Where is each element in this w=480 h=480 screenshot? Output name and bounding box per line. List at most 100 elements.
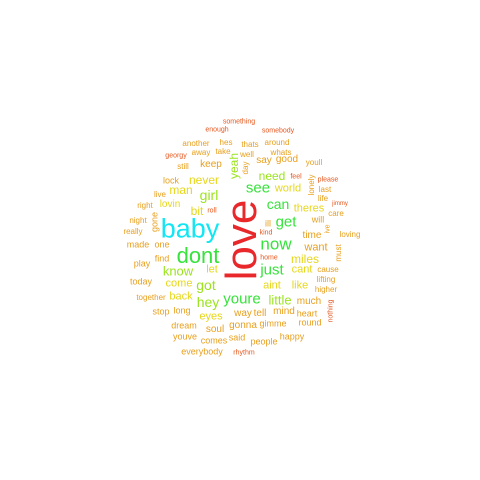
word-find: find [154, 253, 170, 264]
word-nothing: nothing [327, 299, 335, 323]
word-let: let [206, 263, 218, 276]
word-made: made [126, 239, 150, 250]
word-come: come [165, 277, 193, 290]
word-kind: kind [259, 229, 273, 237]
word-rhythm: rhythm [233, 349, 255, 357]
word-miles: miles [290, 252, 320, 266]
word-get: get [275, 213, 297, 231]
word-bit: bit [190, 204, 204, 218]
word-lifting: lifting [316, 275, 336, 284]
word-got: got [196, 277, 216, 293]
word-ill: ill [265, 218, 271, 229]
word-must: must [334, 244, 343, 262]
word-said: said [228, 332, 246, 343]
word-day: day [241, 161, 250, 175]
word-lock: lock [162, 175, 180, 186]
word-higher: higher [314, 285, 338, 294]
word-enough: enough [205, 126, 229, 134]
word-somebody: somebody [261, 127, 295, 135]
word-thats: thats [241, 140, 259, 149]
word-theres: theres [293, 202, 325, 215]
word-cant: cant [291, 263, 313, 276]
word-girl: girl [199, 187, 219, 203]
word-one: one [154, 239, 170, 250]
word-back: back [169, 290, 193, 303]
word-yeah: yeah [227, 152, 241, 180]
word-everybody: everybody [181, 346, 223, 357]
word-gimme: gimme [259, 318, 287, 329]
word-hes: hes [219, 138, 233, 147]
word-aint: aint [263, 279, 281, 292]
word-hey: hey [196, 294, 220, 310]
word-just: just [260, 261, 284, 279]
word-night: night [129, 216, 147, 225]
word-good: good [275, 154, 299, 165]
word-care: care [328, 209, 344, 218]
word-much: much [296, 296, 322, 307]
word-comes: comes [200, 335, 228, 346]
word-ive: ive [324, 224, 332, 234]
word-home: home [260, 254, 278, 262]
word-youll: youll [305, 158, 323, 167]
word-jimmy: jimmy [332, 201, 348, 207]
word-dont: dont [176, 243, 220, 268]
word-play: play [133, 258, 151, 269]
word-can: can [266, 196, 290, 212]
word-roll: roll [207, 207, 217, 215]
word-loving: loving [339, 230, 361, 239]
word-need: need [258, 169, 286, 183]
word-really: really [123, 227, 143, 236]
word-lovin: lovin [159, 199, 181, 210]
word-like: like [291, 279, 309, 292]
word-want: want [304, 241, 328, 254]
word-eyes: eyes [199, 310, 223, 323]
word-now: now [260, 234, 292, 254]
word-another: another [182, 139, 210, 148]
word-gonna: gonna [229, 320, 257, 331]
word-youre: youre [223, 290, 261, 308]
word-around: around [264, 138, 290, 147]
word-baby: baby [160, 213, 220, 244]
word-know: know [162, 263, 194, 279]
word-youve: youve [172, 331, 198, 342]
word-way: way [234, 308, 252, 319]
word-dream: dream [171, 320, 197, 331]
word-long: long [173, 305, 191, 316]
word-still: still [177, 162, 189, 171]
word-please: please [317, 176, 339, 184]
word-today: today [129, 276, 153, 287]
word-will: will [311, 214, 325, 225]
word-people: people [250, 336, 278, 347]
word-away: away [191, 148, 211, 157]
word-happy: happy [279, 331, 305, 342]
word-tell: tell [253, 308, 267, 319]
word-take: take [215, 147, 231, 156]
word-well: well [240, 150, 254, 159]
word-mind: mind [273, 306, 295, 317]
word-heart: heart [296, 308, 318, 319]
word-live: live [153, 190, 167, 199]
word-last: last [318, 185, 332, 194]
word-whats: whats [270, 148, 292, 157]
word-something: something [222, 118, 256, 126]
word-round: round [298, 317, 322, 328]
word-lonely: lonely [307, 174, 316, 196]
word-say: say [256, 155, 272, 166]
word-keep: keep [200, 159, 222, 170]
word-right: right [137, 201, 153, 210]
word-life: life [317, 194, 329, 203]
word-see: see [245, 179, 271, 197]
word-soul: soul [205, 324, 225, 335]
word-gone: gone [149, 211, 160, 233]
word-world: world [274, 182, 302, 195]
word-man: man [169, 183, 193, 197]
word-feel: feel [290, 173, 302, 181]
word-georgy: georgy [165, 152, 187, 160]
word-together: together [136, 293, 166, 302]
word-little: little [268, 292, 292, 308]
word-time: time [302, 230, 322, 241]
word-cause: cause [317, 265, 339, 274]
word-never: never [188, 173, 220, 187]
word-love: love [217, 199, 266, 281]
